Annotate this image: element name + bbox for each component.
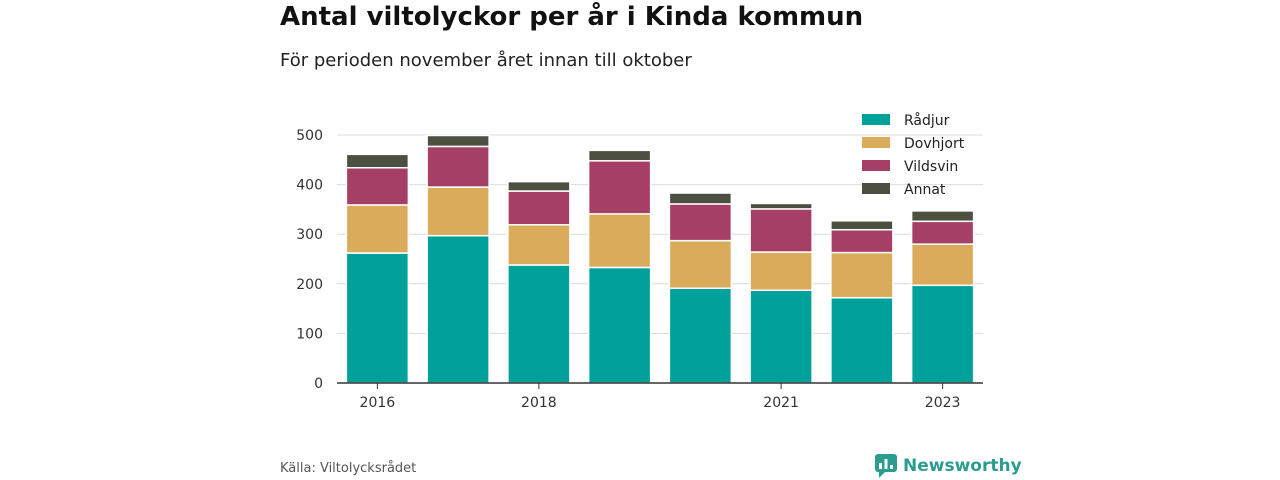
bar-segment — [830, 220, 894, 231]
legend-label: Rådjur — [904, 112, 950, 129]
legend-label: Dovhjort — [904, 136, 965, 152]
bar-segment — [830, 228, 894, 254]
source-note: Källa: Viltolycksrådet — [280, 461, 417, 476]
bar-segment — [587, 149, 652, 162]
y-tick-label: 300 — [296, 227, 323, 243]
bar-segment — [668, 192, 733, 205]
y-tick-label: 0 — [314, 376, 323, 392]
bar-segment — [749, 208, 813, 253]
x-tick-label: 2023 — [925, 395, 961, 411]
bar-segment — [507, 180, 571, 192]
bar-segment — [749, 289, 813, 384]
newsworthy-logo-icon — [875, 454, 897, 478]
bar-segment — [668, 287, 733, 384]
legend-swatch — [862, 114, 890, 125]
legend-label: Annat — [904, 182, 946, 198]
x-tick-label: 2021 — [763, 395, 799, 411]
legend-label: Vildsvin — [904, 159, 958, 175]
bar-segment — [749, 251, 813, 291]
bar-segment — [910, 220, 975, 245]
bar-segment — [830, 296, 894, 384]
bar-segment — [426, 186, 490, 237]
legend-swatch — [862, 137, 890, 148]
bar-segment — [426, 234, 490, 384]
y-tick-label: 100 — [296, 326, 323, 342]
bar-segment — [426, 145, 490, 188]
legend-swatch — [862, 183, 890, 194]
x-tick-label: 2018 — [521, 395, 557, 411]
chart-subtitle: För perioden november året innan till ok… — [280, 50, 692, 71]
bar-segment — [507, 264, 571, 384]
bar-segment — [507, 190, 571, 226]
bar-segment — [345, 166, 410, 206]
bar-segment — [749, 202, 813, 210]
bar-segment — [910, 243, 975, 287]
bar-segment — [345, 252, 410, 384]
bar-segment — [668, 203, 733, 242]
bar-segment — [587, 213, 652, 269]
bar-segment — [910, 284, 975, 384]
brand-name: Newsworthy — [903, 456, 1022, 476]
bar-segment — [910, 210, 975, 223]
bar-segment — [345, 204, 410, 254]
y-tick-label: 200 — [296, 277, 323, 293]
bar-segment — [507, 224, 571, 266]
bar-segment — [668, 239, 733, 290]
bar-segment — [345, 153, 410, 169]
bar-segment — [587, 160, 652, 215]
y-tick-label: 400 — [296, 178, 323, 194]
bar-segment — [426, 134, 490, 148]
y-tick-label: 500 — [296, 128, 323, 144]
bar-segment — [830, 251, 894, 299]
legend-swatch — [862, 160, 890, 171]
brand-logo[interactable]: Newsworthy — [875, 454, 1022, 478]
chart-title: Antal viltolyckor per år i Kinda kommun — [280, 2, 864, 32]
bar-segment — [587, 266, 652, 384]
x-tick-label: 2016 — [360, 395, 396, 411]
